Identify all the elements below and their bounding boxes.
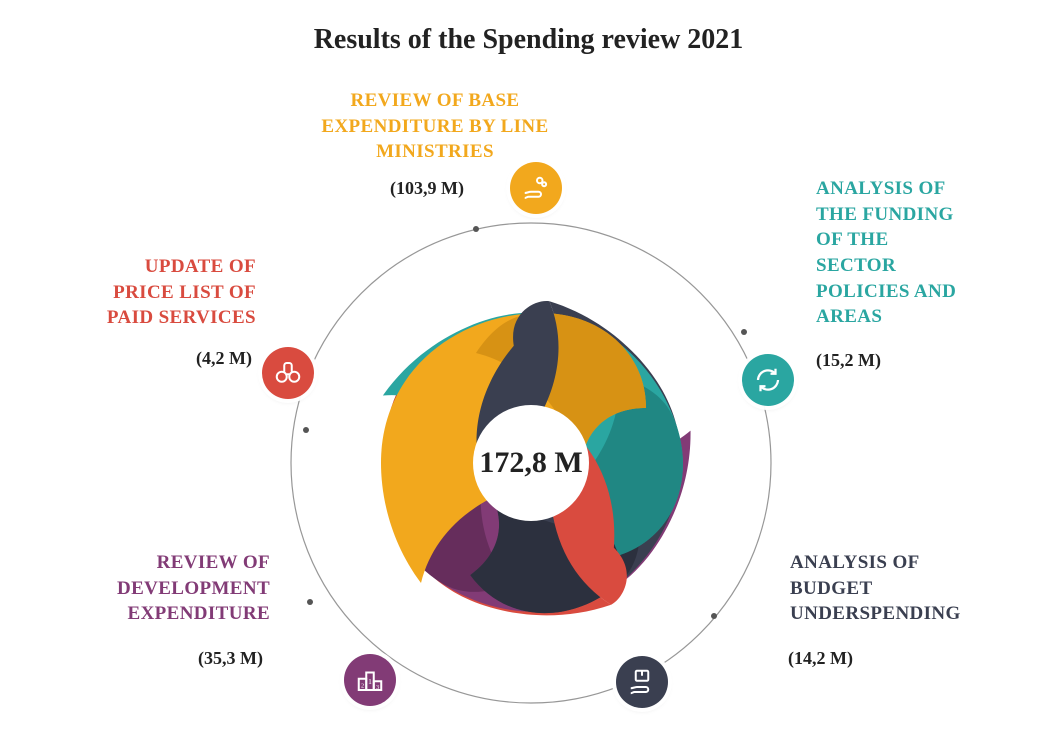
ring-tick	[741, 329, 747, 335]
node-price-list-title: UPDATE OF PRICE LIST OF PAID SERVICES	[36, 254, 256, 331]
node-sector-funding-value: (15,2 M)	[816, 350, 881, 371]
ring-tick	[711, 613, 717, 619]
ring-tick	[473, 226, 479, 232]
svg-text:3: 3	[376, 684, 379, 691]
hand-coins-icon	[510, 162, 562, 214]
node-development-title: REVIEW OF DEVELOPMENT EXPENDITURE	[70, 550, 270, 627]
center-total: 172,8 M	[479, 446, 582, 480]
infographic-root: Results of the Spending review 2021	[0, 0, 1057, 737]
node-base-expenditure-title: REVIEW OF BASE EXPENDITURE BY LINE MINIS…	[295, 88, 575, 165]
node-price-list-value: (4,2 M)	[196, 348, 252, 369]
node-base-expenditure-value: (103,9 M)	[390, 178, 464, 199]
binoculars-icon	[262, 347, 314, 399]
box-hand-icon	[616, 656, 668, 708]
node-underspending-value: (14,2 M)	[788, 648, 853, 669]
ring-tick	[307, 599, 313, 605]
node-sector-funding-title: ANALYSIS OF THE FUNDING OF THE SECTOR PO…	[816, 176, 1016, 330]
rotate-icon	[742, 354, 794, 406]
podium-icon: 1 2 3	[344, 654, 396, 706]
ring-tick	[303, 427, 309, 433]
svg-text:2: 2	[361, 683, 364, 690]
svg-text:1: 1	[368, 677, 372, 686]
node-development-value: (35,3 M)	[198, 648, 263, 669]
node-underspending-title: ANALYSIS OF BUDGET UNDERSPENDING	[790, 550, 1030, 627]
